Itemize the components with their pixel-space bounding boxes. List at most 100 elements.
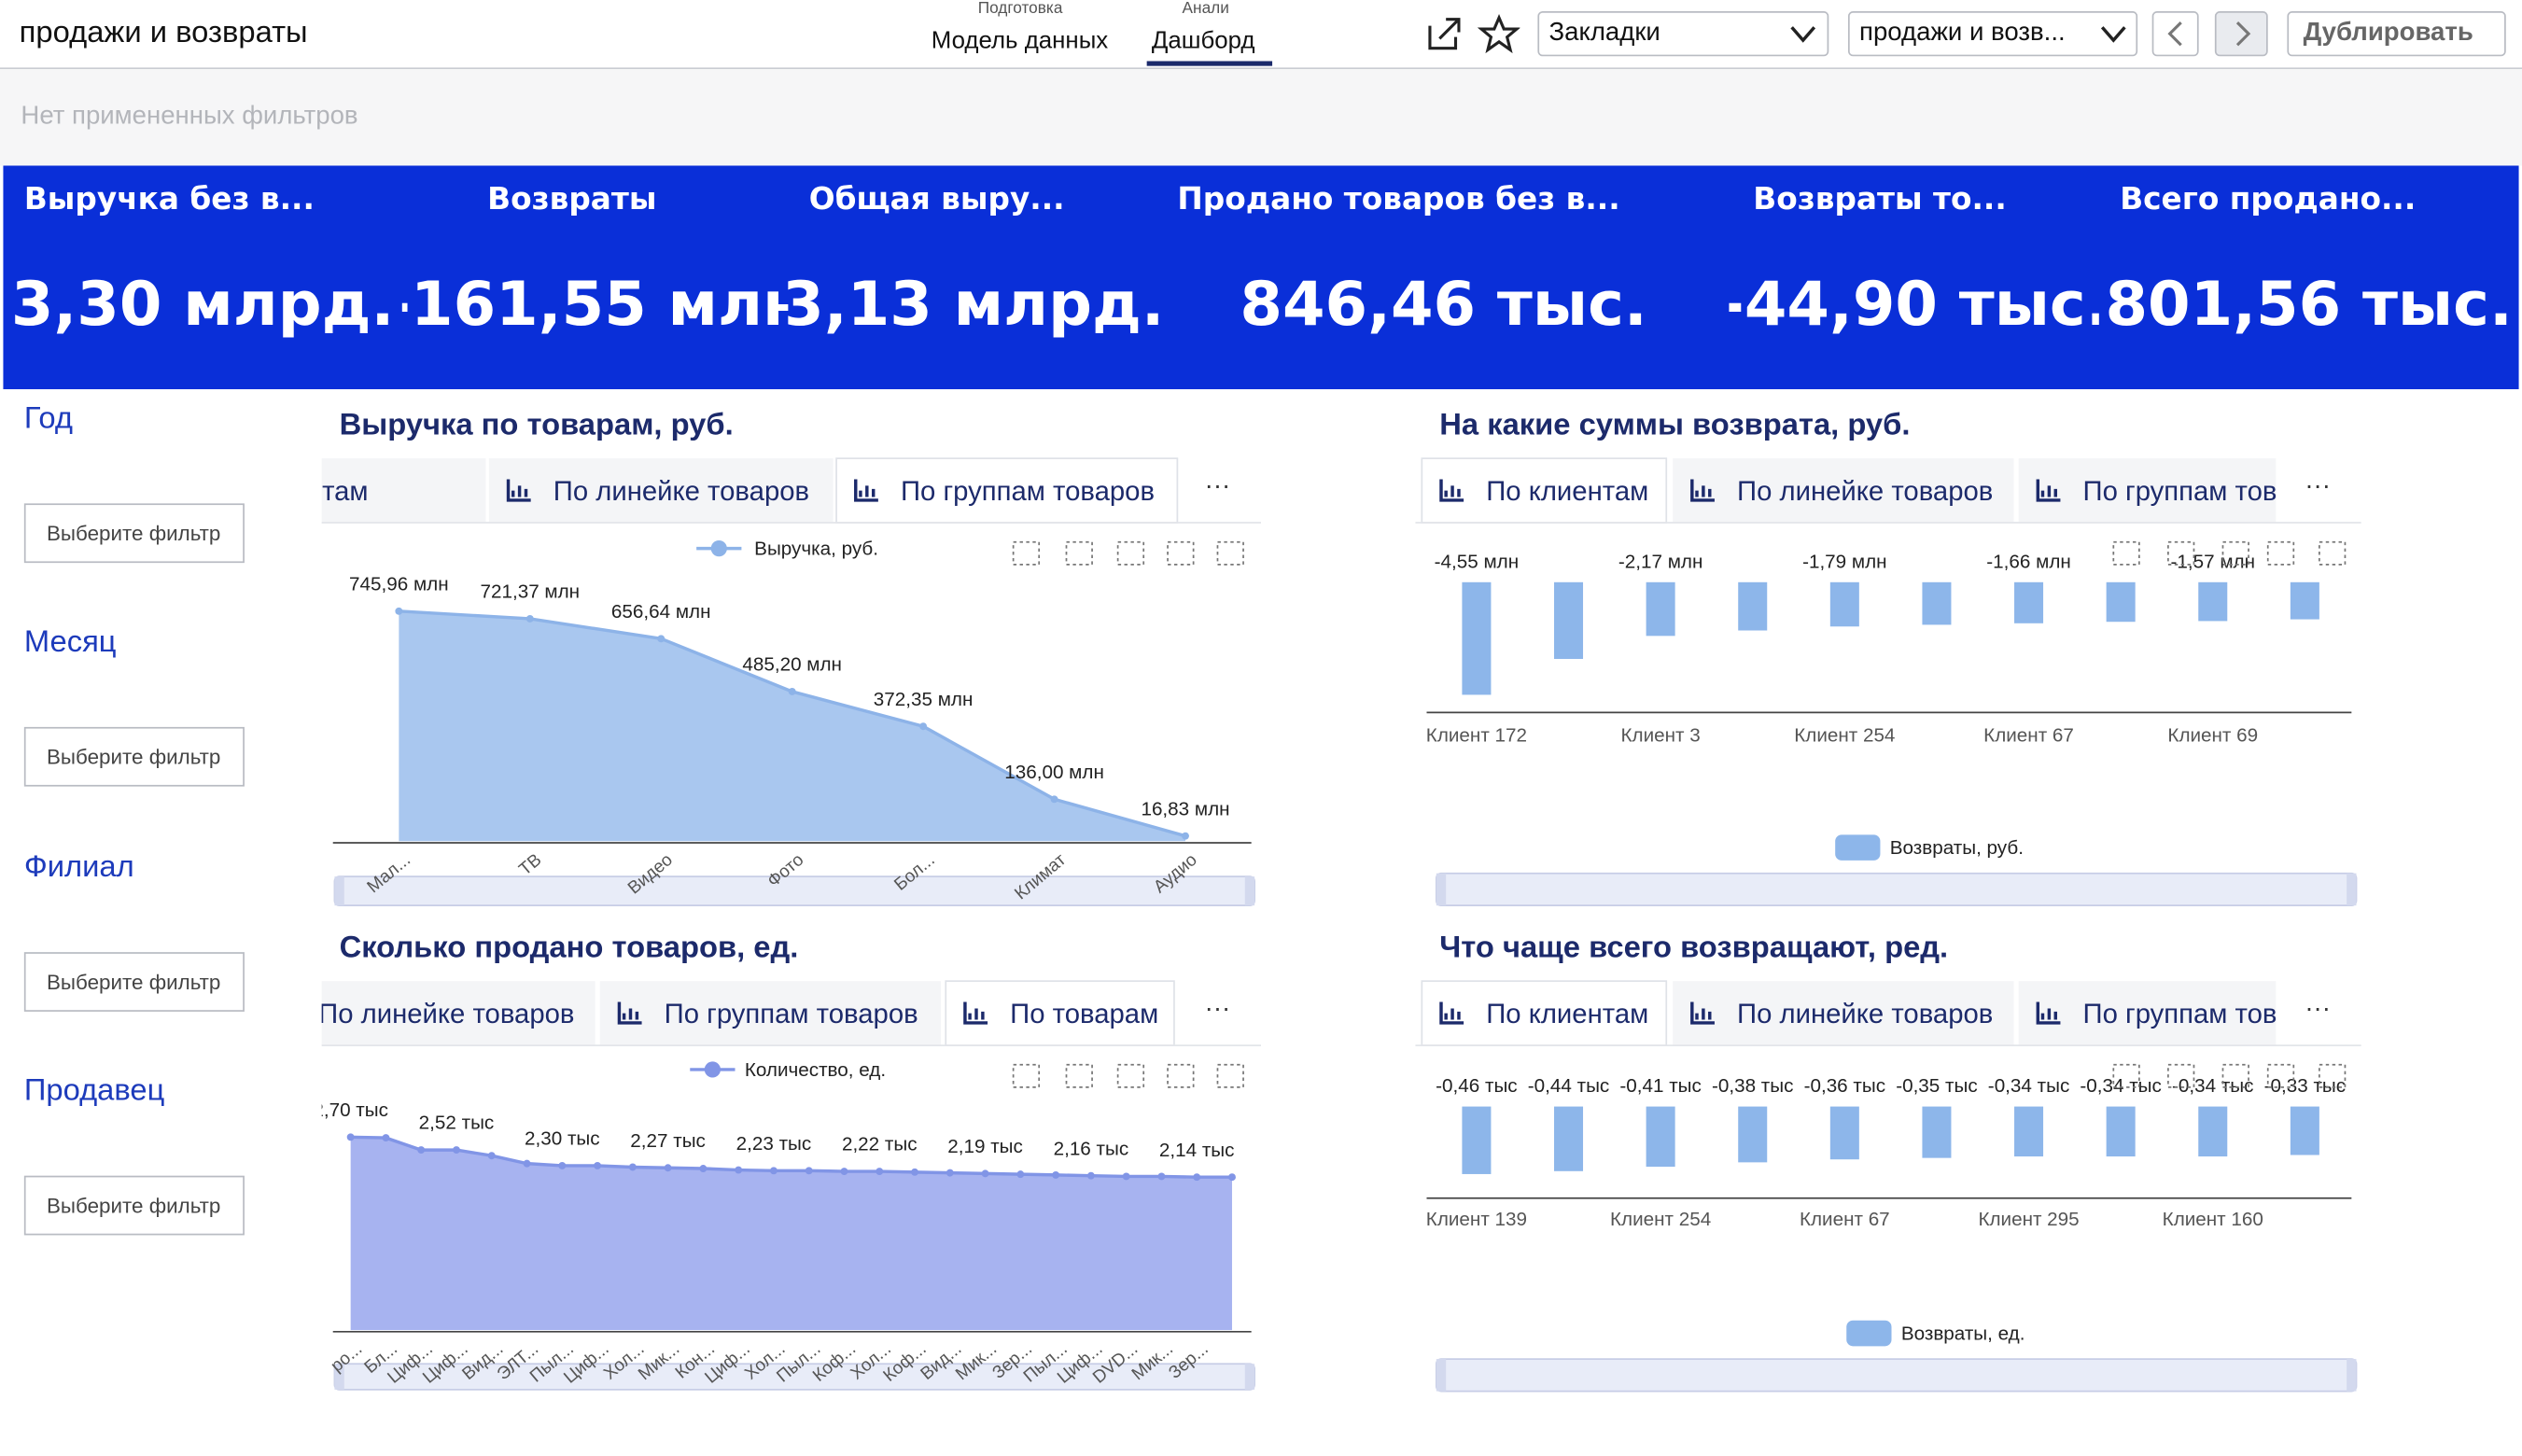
filter-select[interactable]: Выберите фильтр [23,503,245,564]
toolbar-icon[interactable] [1167,540,1195,566]
tab[interactable] [1673,458,2014,524]
header: продажи и возвраты Подготовка Модель дан… [0,0,2522,70]
more-button[interactable]: ··· [2305,470,2331,499]
tab[interactable] [142,458,486,524]
tab-label: По группам товаров [2083,999,2337,1029]
scroll-handle[interactable] [334,876,344,906]
toolbar-icon[interactable] [1216,1063,1244,1088]
toolbar-icon[interactable] [2319,1063,2347,1088]
point [840,1168,848,1176]
tab-icon [963,1001,988,1025]
toolbar-icon[interactable] [2112,540,2140,566]
scroll-handle[interactable] [334,1364,344,1390]
prev-button[interactable] [2151,11,2199,57]
tab-icon [2036,479,2061,502]
share-icon[interactable] [1428,18,1461,50]
filter-label: Филиал [23,849,134,885]
kpi-value: 801,56 тыс. [2105,268,2513,340]
data-label: 2,70 тыс [313,1099,388,1121]
dashboard-select[interactable]: продажи и возв... [1847,11,2138,57]
scroll-handle[interactable] [1436,873,1447,906]
tab[interactable] [1421,457,1668,524]
kpi-title: Всего продано... [2120,181,2417,217]
tab-label: По линейке товаров [1737,999,1993,1029]
point [1182,832,1189,840]
nav-tab[interactable]: Модель данных [931,27,1109,55]
kpi-title: Продано товаров без в... [1177,181,1620,217]
tab-bar: По клиентам По линейке товаров По группам … [1421,980,2360,1046]
tab[interactable] [835,457,1179,524]
chart-title: Что чаще всего возвращают, ред. [1439,929,1948,963]
data-label: -0,44 тыс [1528,1075,1609,1097]
tab-icon [161,480,183,500]
scrollbar[interactable] [1435,1358,2358,1393]
nav-tab[interactable]: Дашборд [1151,27,1255,55]
tab[interactable] [254,981,595,1046]
bar [2198,581,2228,622]
point [699,1165,708,1172]
report-title: продажи и возвраты [19,16,308,50]
prev-icon [2167,21,2182,47]
more-button[interactable]: ··· [2305,993,2331,1022]
scroll-handle[interactable] [2347,873,2357,906]
toolbar-icon[interactable] [1167,1063,1195,1088]
data-label: -0,34 тыс [1988,1075,2069,1097]
filter-select[interactable]: Выберите фильтр [23,1175,245,1236]
next-button[interactable] [2214,11,2268,57]
data-label: -0,41 тыс [1619,1075,1701,1097]
duplicate-button[interactable]: Дублировать [2287,11,2506,57]
toolbar-icon[interactable] [1012,1063,1041,1088]
tab-icon [1439,479,1464,502]
toolbar-icon[interactable] [2221,540,2249,566]
tab-label: По клиентам [1486,476,1648,507]
more-button[interactable]: ··· [1205,993,1231,1022]
toolbar-icon[interactable] [1065,1063,1093,1088]
tab-label: По клиентам [206,476,369,507]
bar [1462,581,1492,695]
bar [1829,1106,1859,1160]
x-tick-label: Клиент 295 [1978,1209,2079,1230]
bookmarks-select[interactable]: Закладки [1537,11,1829,57]
tab[interactable] [488,458,834,524]
filter-select[interactable]: Выберите фильтр [23,727,245,788]
area [399,610,1186,842]
toolbar-icon[interactable] [2266,1063,2295,1088]
filter-select[interactable]: Выберите фильтр [23,951,245,1012]
scrollbar[interactable] [1435,872,2358,907]
more-button[interactable]: ··· [1205,470,1231,499]
point [1122,1172,1130,1181]
star-icon[interactable] [1477,14,1520,54]
toolbar-icon[interactable] [1216,540,1244,566]
tab[interactable] [599,981,942,1046]
bar [2290,1106,2319,1155]
chevron [2100,26,2126,43]
data-label: -1,66 млн [1986,551,2070,572]
tab[interactable] [2018,981,2360,1046]
scroll-handle[interactable] [1436,1359,1447,1392]
x-tick-label: Клиент 254 [1610,1209,1711,1230]
chart-panel: По клиентам По линейке товаров По группам … [142,457,1261,907]
toolbar-icon[interactable] [2221,1063,2249,1088]
toolbar-icon[interactable] [1116,540,1145,566]
toolbar-icon[interactable] [2266,540,2295,566]
scroll-handle[interactable] [1244,876,1255,906]
scroll-handle[interactable] [2347,1359,2357,1392]
data-label: 2,27 тыс [630,1130,706,1152]
tab-label: По товарам [1010,999,1158,1029]
toolbar-icon[interactable] [1012,540,1041,566]
kpi-value: 3,30 млрд. [10,268,395,340]
toolbar-icon[interactable] [1116,1063,1145,1088]
tab[interactable] [1421,980,1668,1046]
data-label: 2,22 тыс [842,1134,918,1155]
point [382,1134,390,1142]
toolbar-icon[interactable] [2319,540,2347,566]
x-tick-label: ТВ [515,850,545,880]
scroll-handle[interactable] [1244,1364,1255,1390]
data-label: -0,34 тыс [2172,1075,2253,1097]
point [735,1166,743,1174]
tab[interactable] [2018,458,2360,524]
scrollbar[interactable] [333,875,1255,907]
tab[interactable] [1673,981,2014,1046]
toolbar-icon[interactable] [1065,540,1093,566]
kpi-band: Выручка без в... 3,30 млрд. Возвраты -161,5… [3,165,2519,390]
